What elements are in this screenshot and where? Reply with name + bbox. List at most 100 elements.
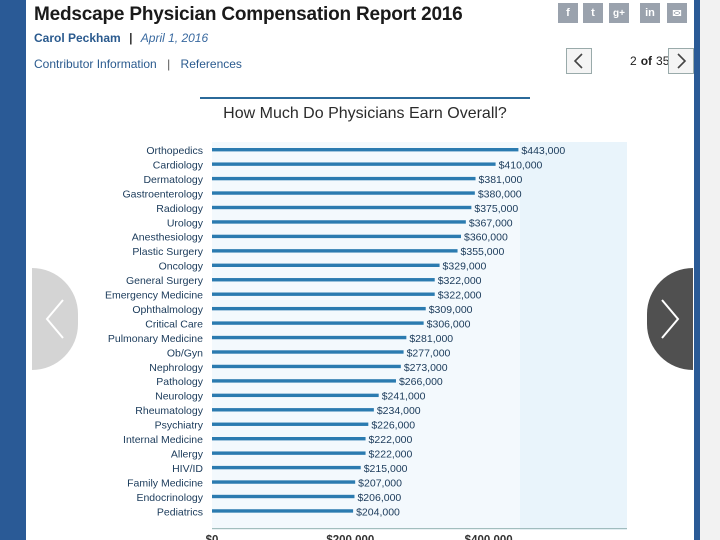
category-label: Pediatrics bbox=[157, 506, 203, 518]
category-label: Internal Medicine bbox=[123, 434, 203, 446]
bar bbox=[212, 465, 361, 470]
pager-current: 2 bbox=[630, 54, 637, 68]
value-label: $281,000 bbox=[409, 333, 453, 345]
value-label: $204,000 bbox=[356, 506, 400, 518]
references-link[interactable]: References bbox=[180, 57, 242, 71]
bar bbox=[212, 480, 356, 484]
category-label: Pathology bbox=[156, 376, 203, 388]
bar bbox=[212, 263, 440, 267]
bar bbox=[212, 162, 496, 166]
value-label: $222,000 bbox=[369, 448, 413, 460]
bar bbox=[212, 364, 401, 369]
bar bbox=[212, 437, 366, 441]
value-label: $273,000 bbox=[404, 362, 448, 374]
value-label: $222,000 bbox=[369, 434, 413, 446]
chevron-right-icon bbox=[661, 299, 680, 339]
value-label: $309,000 bbox=[429, 304, 473, 316]
category-label: Ob/Gyn bbox=[167, 347, 203, 359]
chevron-right-icon bbox=[677, 53, 687, 69]
byline-separator: | bbox=[129, 31, 133, 45]
article-header: Medscape Physician Compensation Report 2… bbox=[26, 0, 694, 92]
category-label: Family Medicine bbox=[127, 477, 203, 489]
bar bbox=[212, 494, 355, 499]
category-label: Neurology bbox=[155, 391, 204, 403]
bar bbox=[212, 422, 369, 426]
bar bbox=[212, 292, 435, 296]
previous-slide-button[interactable] bbox=[566, 48, 592, 74]
value-label: $215,000 bbox=[364, 463, 408, 475]
contributor-information-link[interactable]: Contributor Information bbox=[34, 57, 157, 71]
value-label: $306,000 bbox=[427, 318, 471, 330]
bar bbox=[212, 451, 366, 455]
category-label: Nephrology bbox=[149, 362, 203, 374]
value-label: $443,000 bbox=[521, 145, 565, 157]
value-label: $355,000 bbox=[461, 246, 505, 258]
value-label: $226,000 bbox=[371, 420, 415, 432]
publish-date: April 1, 2016 bbox=[140, 31, 209, 45]
linkedin-share-icon[interactable]: in bbox=[640, 3, 660, 23]
bar bbox=[212, 191, 475, 195]
pager-of: of bbox=[640, 54, 653, 68]
value-label: $380,000 bbox=[478, 188, 522, 200]
bar bbox=[212, 249, 458, 253]
category-label: Ophthalmology bbox=[132, 304, 203, 316]
category-label: Cardiology bbox=[153, 159, 204, 171]
category-label: Anesthesiology bbox=[132, 232, 204, 244]
page-title: Medscape Physician Compensation Report 2… bbox=[34, 4, 463, 25]
value-label: $360,000 bbox=[464, 232, 508, 244]
bar bbox=[212, 205, 472, 210]
category-label: Emergency Medicine bbox=[105, 290, 203, 302]
x-tick-label: $200,000 bbox=[326, 535, 374, 540]
chevron-left-icon bbox=[573, 53, 583, 69]
bar bbox=[212, 509, 354, 513]
value-label: $381,000 bbox=[479, 174, 523, 186]
bar bbox=[212, 393, 379, 398]
category-label: Endocrinology bbox=[136, 492, 203, 504]
category-label: Allergy bbox=[171, 448, 204, 460]
right-margin bbox=[700, 0, 720, 540]
chevron-left-icon bbox=[45, 299, 64, 339]
category-label: Gastroenterology bbox=[122, 188, 203, 200]
category-label: Critical Care bbox=[145, 318, 203, 330]
x-tick-label: $400,000 bbox=[465, 535, 513, 540]
next-slide-button[interactable] bbox=[668, 48, 694, 74]
bar bbox=[212, 321, 424, 325]
value-label: $410,000 bbox=[499, 159, 543, 171]
bar bbox=[212, 176, 476, 181]
compensation-bar-chart: How Much Do Physicians Earn Overall? Orth… bbox=[105, 97, 627, 540]
category-label: Radiology bbox=[156, 203, 203, 215]
value-label: $367,000 bbox=[469, 217, 513, 229]
value-label: $266,000 bbox=[399, 376, 443, 388]
category-label: Oncology bbox=[159, 261, 204, 273]
category-label: HIV/ID bbox=[172, 463, 203, 475]
x-tick-label: $0 bbox=[206, 535, 219, 540]
bar bbox=[212, 350, 404, 354]
category-label: General Surgery bbox=[126, 275, 204, 287]
facebook-share-icon[interactable]: f bbox=[558, 3, 578, 23]
chart-title: How Much Do Physicians Earn Overall? bbox=[223, 105, 507, 122]
bar bbox=[212, 234, 461, 239]
bar bbox=[212, 408, 374, 412]
bar bbox=[212, 148, 519, 152]
bar bbox=[212, 278, 435, 282]
links-separator: | bbox=[167, 57, 171, 71]
google-plus-share-icon[interactable]: g+ bbox=[609, 3, 629, 23]
value-label: $277,000 bbox=[407, 347, 451, 359]
twitter-share-icon[interactable]: t bbox=[583, 3, 603, 23]
bar bbox=[212, 306, 426, 311]
author-link[interactable]: Carol Peckham bbox=[34, 31, 121, 45]
bar bbox=[212, 220, 466, 224]
value-label: $241,000 bbox=[382, 391, 426, 403]
pager-total: 35 bbox=[656, 54, 670, 68]
pager-counter: 2 of 35 bbox=[630, 54, 669, 68]
value-label: $207,000 bbox=[358, 477, 402, 489]
byline: Carol Peckham | April 1, 2016 bbox=[34, 31, 208, 45]
category-label: Rheumatology bbox=[135, 405, 203, 417]
value-label: $322,000 bbox=[438, 290, 482, 302]
category-label: Dermatology bbox=[143, 174, 203, 186]
email-share-icon[interactable]: ✉ bbox=[667, 3, 687, 23]
left-page-strip bbox=[0, 0, 26, 540]
category-label: Urology bbox=[167, 217, 204, 229]
value-label: $206,000 bbox=[357, 492, 401, 504]
plot-background-shade bbox=[520, 142, 627, 530]
